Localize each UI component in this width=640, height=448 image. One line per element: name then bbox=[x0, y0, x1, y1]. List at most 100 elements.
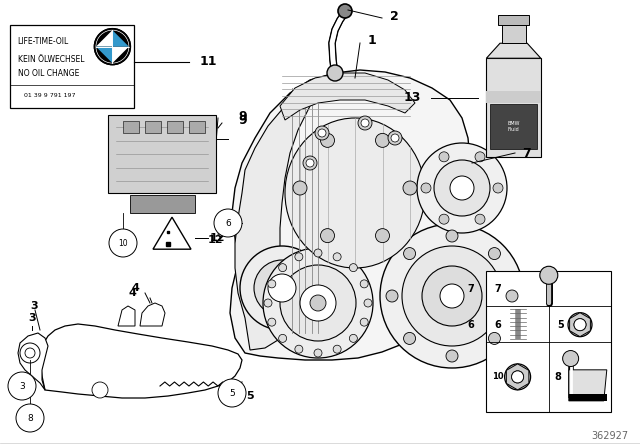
Text: 10: 10 bbox=[492, 372, 504, 381]
Text: 9: 9 bbox=[238, 113, 246, 126]
Circle shape bbox=[376, 134, 390, 147]
Polygon shape bbox=[569, 370, 607, 401]
Text: KEIN ÖLWECHSEL: KEIN ÖLWECHSEL bbox=[17, 55, 84, 64]
Text: 10: 10 bbox=[118, 238, 128, 247]
Polygon shape bbox=[113, 47, 129, 63]
Circle shape bbox=[338, 4, 352, 18]
Circle shape bbox=[278, 263, 287, 271]
Circle shape bbox=[280, 265, 356, 341]
Circle shape bbox=[475, 152, 485, 162]
Circle shape bbox=[504, 364, 531, 390]
Circle shape bbox=[321, 228, 335, 243]
Text: NO OIL CHANGE: NO OIL CHANGE bbox=[17, 69, 79, 78]
Circle shape bbox=[563, 350, 579, 366]
Text: 8: 8 bbox=[27, 414, 33, 422]
Text: 8: 8 bbox=[555, 372, 562, 382]
Circle shape bbox=[380, 224, 524, 368]
Circle shape bbox=[386, 290, 398, 302]
Polygon shape bbox=[486, 43, 541, 58]
Circle shape bbox=[295, 253, 303, 261]
Circle shape bbox=[488, 332, 500, 345]
Circle shape bbox=[391, 134, 399, 142]
Text: 3: 3 bbox=[30, 301, 38, 311]
Circle shape bbox=[439, 214, 449, 224]
Circle shape bbox=[95, 29, 131, 65]
Circle shape bbox=[404, 248, 415, 259]
Circle shape bbox=[25, 348, 35, 358]
Circle shape bbox=[314, 349, 322, 357]
Circle shape bbox=[388, 131, 402, 145]
Text: 5: 5 bbox=[229, 388, 235, 397]
Bar bbox=[123, 121, 139, 133]
Ellipse shape bbox=[285, 118, 425, 268]
Polygon shape bbox=[18, 333, 48, 390]
Text: 6: 6 bbox=[495, 320, 501, 330]
Circle shape bbox=[109, 229, 137, 257]
Circle shape bbox=[20, 343, 40, 363]
Circle shape bbox=[511, 371, 524, 383]
Text: 362927: 362927 bbox=[591, 431, 628, 441]
Bar bbox=[490, 104, 537, 149]
Bar bbox=[486, 271, 611, 412]
Circle shape bbox=[16, 404, 44, 432]
Text: 4: 4 bbox=[128, 288, 136, 298]
Circle shape bbox=[422, 266, 482, 326]
Circle shape bbox=[360, 318, 368, 326]
Circle shape bbox=[421, 183, 431, 193]
Circle shape bbox=[540, 266, 558, 284]
Text: 01 39 9 791 197: 01 39 9 791 197 bbox=[24, 93, 76, 98]
Circle shape bbox=[446, 350, 458, 362]
Text: 3: 3 bbox=[19, 382, 25, 391]
Text: 3: 3 bbox=[28, 313, 36, 323]
Text: 1: 1 bbox=[368, 34, 377, 47]
Circle shape bbox=[318, 129, 326, 137]
Circle shape bbox=[268, 274, 296, 302]
Polygon shape bbox=[96, 47, 113, 63]
Circle shape bbox=[417, 143, 507, 233]
Circle shape bbox=[333, 345, 341, 353]
Circle shape bbox=[403, 181, 417, 195]
Circle shape bbox=[364, 299, 372, 307]
Circle shape bbox=[263, 248, 373, 358]
Circle shape bbox=[293, 181, 307, 195]
Circle shape bbox=[92, 382, 108, 398]
Circle shape bbox=[511, 371, 524, 383]
Circle shape bbox=[218, 379, 246, 407]
Circle shape bbox=[254, 260, 310, 316]
Polygon shape bbox=[118, 306, 135, 326]
Text: 5: 5 bbox=[557, 320, 564, 330]
Text: 6: 6 bbox=[468, 320, 474, 330]
Circle shape bbox=[8, 372, 36, 400]
Circle shape bbox=[278, 334, 287, 342]
Circle shape bbox=[404, 332, 415, 345]
Bar bbox=[486, 91, 541, 103]
Circle shape bbox=[333, 253, 341, 261]
Circle shape bbox=[306, 159, 314, 167]
Bar bbox=[569, 394, 607, 401]
Circle shape bbox=[361, 119, 369, 127]
Polygon shape bbox=[230, 70, 475, 360]
Circle shape bbox=[358, 116, 372, 130]
Circle shape bbox=[434, 160, 490, 216]
Circle shape bbox=[310, 295, 326, 311]
Circle shape bbox=[493, 183, 503, 193]
Text: BMW
Fluid: BMW Fluid bbox=[508, 121, 520, 132]
Circle shape bbox=[360, 280, 368, 288]
Circle shape bbox=[321, 134, 335, 147]
Circle shape bbox=[268, 318, 276, 326]
Text: 7: 7 bbox=[522, 146, 531, 159]
Bar bbox=[499, 15, 529, 25]
Bar bbox=[189, 121, 205, 133]
Circle shape bbox=[574, 319, 586, 331]
Polygon shape bbox=[40, 324, 242, 398]
Polygon shape bbox=[140, 303, 165, 326]
Circle shape bbox=[440, 284, 464, 308]
Bar bbox=[10, 25, 134, 108]
Circle shape bbox=[315, 126, 329, 140]
Circle shape bbox=[240, 246, 324, 330]
Text: 7: 7 bbox=[495, 284, 501, 294]
Bar bbox=[129, 195, 195, 213]
Text: 9: 9 bbox=[238, 109, 246, 122]
Text: 12: 12 bbox=[210, 233, 225, 243]
Circle shape bbox=[446, 230, 458, 242]
